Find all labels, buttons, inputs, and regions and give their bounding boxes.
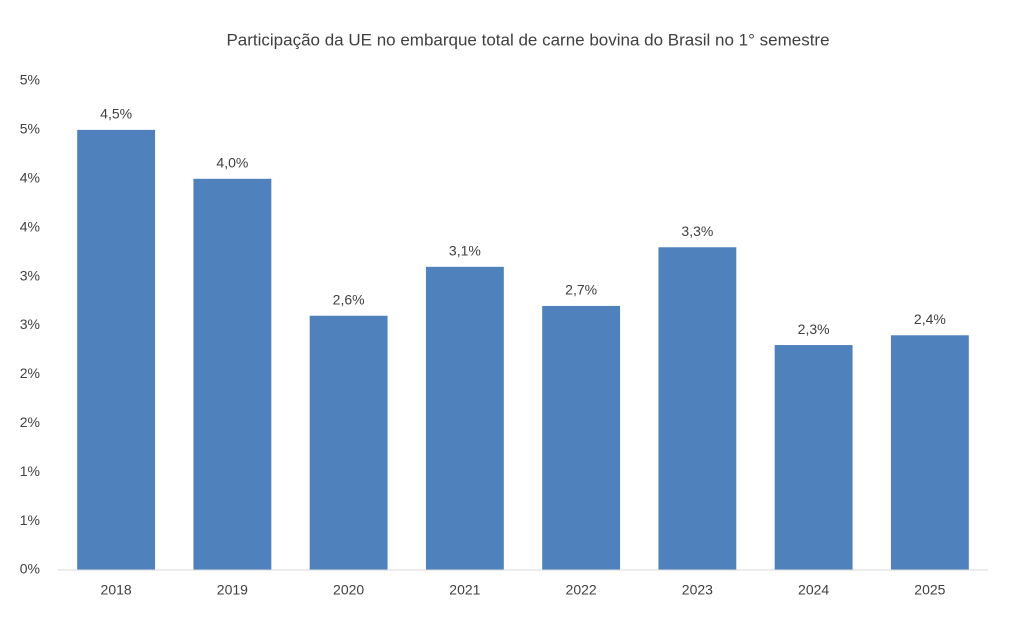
data-label: 2,4% — [914, 311, 946, 327]
data-label: 2,6% — [333, 291, 365, 307]
data-label: 3,3% — [681, 223, 713, 239]
data-label: 2,3% — [798, 321, 830, 337]
chart-title: Participação da UE no embarque total de … — [226, 30, 829, 49]
bar — [425, 266, 504, 570]
bar — [309, 315, 388, 570]
data-label: 2,7% — [565, 282, 597, 298]
data-label: 4,0% — [216, 155, 248, 171]
y-tick-label: 2% — [20, 414, 40, 430]
x-tick-label: 2024 — [798, 582, 829, 598]
y-tick-label: 2% — [20, 365, 40, 381]
y-tick-label: 3% — [20, 316, 40, 332]
y-tick-label: 5% — [20, 72, 40, 88]
x-tick-label: 2022 — [566, 582, 597, 598]
bar — [542, 305, 621, 570]
y-tick-label: 3% — [20, 267, 40, 283]
x-tick-label: 2020 — [333, 582, 364, 598]
bar — [774, 345, 853, 570]
y-tick-label: 1% — [20, 512, 40, 528]
bar — [193, 178, 272, 571]
data-label: 3,1% — [449, 243, 481, 259]
x-tick-label: 2021 — [449, 582, 480, 598]
bar — [77, 129, 156, 570]
x-tick-label: 2025 — [914, 582, 945, 598]
x-tick-label: 2019 — [217, 582, 248, 598]
y-tick-label: 4% — [20, 170, 40, 186]
x-tick-label: 2023 — [682, 582, 713, 598]
bar — [890, 335, 969, 570]
y-tick-label: 5% — [20, 121, 40, 137]
data-label: 4,5% — [100, 106, 132, 122]
x-tick-label: 2018 — [101, 582, 132, 598]
y-tick-label: 0% — [20, 561, 40, 577]
y-tick-label: 1% — [20, 463, 40, 479]
y-tick-label: 4% — [20, 218, 40, 234]
bar — [658, 247, 737, 570]
